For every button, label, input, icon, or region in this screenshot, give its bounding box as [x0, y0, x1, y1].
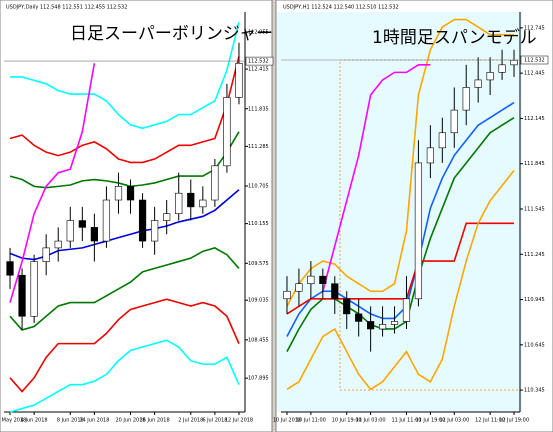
current-price-box [245, 56, 274, 66]
y-tick-label: 111.835 [248, 106, 269, 112]
candle-body [343, 298, 351, 315]
y-tick-label: 112.445 [524, 71, 545, 77]
y-tick-label: 110.705 [248, 184, 269, 190]
current-price-label: 112.532 [524, 58, 545, 64]
candle-body [114, 186, 123, 201]
candle-body [510, 60, 518, 66]
band-line [9, 56, 240, 164]
y-tick-label: 107.895 [248, 376, 269, 382]
chart-info: USDJPY,H1 112.524 112.540 112.510 112.53… [283, 5, 399, 11]
x-tick-label: 4 Jun 2018 [21, 418, 48, 424]
candle-body [367, 321, 375, 330]
candle-body [414, 162, 423, 300]
chart-title: 1時間足スパンモデル [372, 27, 537, 48]
candle-body [199, 199, 207, 208]
y-tick-label: 108.455 [248, 337, 269, 343]
y-tick-label: 111.545 [524, 206, 545, 212]
y-tick-label: 111.845 [524, 161, 545, 167]
candle-body [307, 275, 315, 284]
candle-body [138, 199, 147, 242]
x-tick-label: 29 May 2018 [0, 418, 26, 424]
candle-body [18, 274, 26, 317]
x-tick-label: 10 Jul 11:00 [296, 418, 326, 424]
candle-body [78, 220, 86, 228]
y-tick-label: 112.145 [524, 116, 545, 122]
x-tick-label: 14 Jun 2018 [79, 418, 109, 424]
candle-body [102, 199, 111, 242]
candle-body [402, 298, 411, 322]
candle-body [474, 79, 482, 88]
band-line [286, 101, 515, 337]
x-tick-label: 6 Jul 2018 [202, 418, 227, 424]
x-tick-label: 10 Jul 2018 [273, 418, 301, 424]
candle-body [283, 290, 291, 300]
candle-body [54, 240, 62, 249]
y-tick-label: 112.745 [524, 25, 545, 31]
band-line [9, 63, 96, 303]
band-line [9, 247, 240, 331]
candle-body [319, 275, 327, 284]
x-tick-label: 11 Jul 19:00 [415, 418, 445, 424]
current-price-box [520, 55, 549, 65]
candle-body [163, 213, 171, 221]
band-line [286, 169, 515, 391]
x-tick-label: 12 Jul 2018 [225, 418, 253, 424]
x-tick-label: 26 Jun 2018 [140, 418, 170, 424]
candle-body [438, 132, 446, 149]
candle-body [450, 109, 458, 134]
candle-body [498, 64, 506, 73]
band-line [9, 339, 240, 413]
candle-body [390, 321, 399, 325]
y-tick-label: 110.645 [524, 342, 545, 348]
x-tick-label: 20 Jun 2018 [115, 418, 145, 424]
y-tick-label: 109.035 [248, 298, 269, 304]
candle-body [151, 220, 159, 242]
candle-body [42, 247, 50, 262]
y-tick-label: 111.245 [524, 252, 545, 258]
candle-body [462, 87, 470, 111]
y-tick-label: 110.155 [248, 221, 269, 227]
candle-body [235, 62, 243, 98]
chart-info: USDJPY,Daily 112.548 112.551 112.455 112… [6, 5, 127, 11]
band-line [286, 18, 515, 307]
candle-body [426, 147, 434, 164]
x-tick-label: 2 Jul 2018 [178, 418, 203, 424]
candle-body [486, 72, 494, 81]
candle-body [355, 313, 363, 322]
candle-body [90, 227, 98, 242]
candle-body [223, 97, 231, 167]
y-tick-label: 109.575 [248, 261, 269, 267]
candle-body [66, 220, 74, 242]
band-line [322, 64, 431, 292]
candle-body [378, 324, 387, 330]
current-price-label: 112.532 [248, 59, 269, 65]
x-tick-label: 12 Jul 19:00 [499, 418, 529, 424]
y-tick-label: 112.415 [248, 67, 269, 73]
candle-body [211, 165, 219, 201]
band-line [10, 22, 240, 130]
y-tick-label: 111.285 [248, 144, 269, 150]
band-line [9, 298, 240, 393]
chart-title: 日足スーパーボリンジャー [70, 24, 273, 44]
candle-body [295, 283, 303, 292]
x-tick-label: 8 Jun 2018 [57, 418, 84, 424]
y-tick-label: 110.945 [524, 297, 545, 303]
band-line [286, 222, 515, 315]
x-tick-label: 11 Jul 11:00 [391, 418, 421, 424]
candle-body [187, 192, 195, 208]
candle-body [30, 261, 38, 317]
candle-body [175, 192, 183, 215]
x-tick-label: 10 Jul 19:00 [332, 418, 362, 424]
candle-body [331, 283, 339, 300]
y-tick-label: 112.955 [248, 30, 269, 36]
x-tick-label: 11 Jul 03:00 [356, 418, 386, 424]
band-line [9, 131, 240, 189]
candle-body [126, 186, 135, 201]
x-tick-label: 12 Jul 11:00 [475, 418, 505, 424]
y-tick-label: 110.345 [524, 388, 545, 394]
candle-body [6, 261, 14, 276]
x-tick-label: 12 Jul 03:00 [439, 418, 469, 424]
